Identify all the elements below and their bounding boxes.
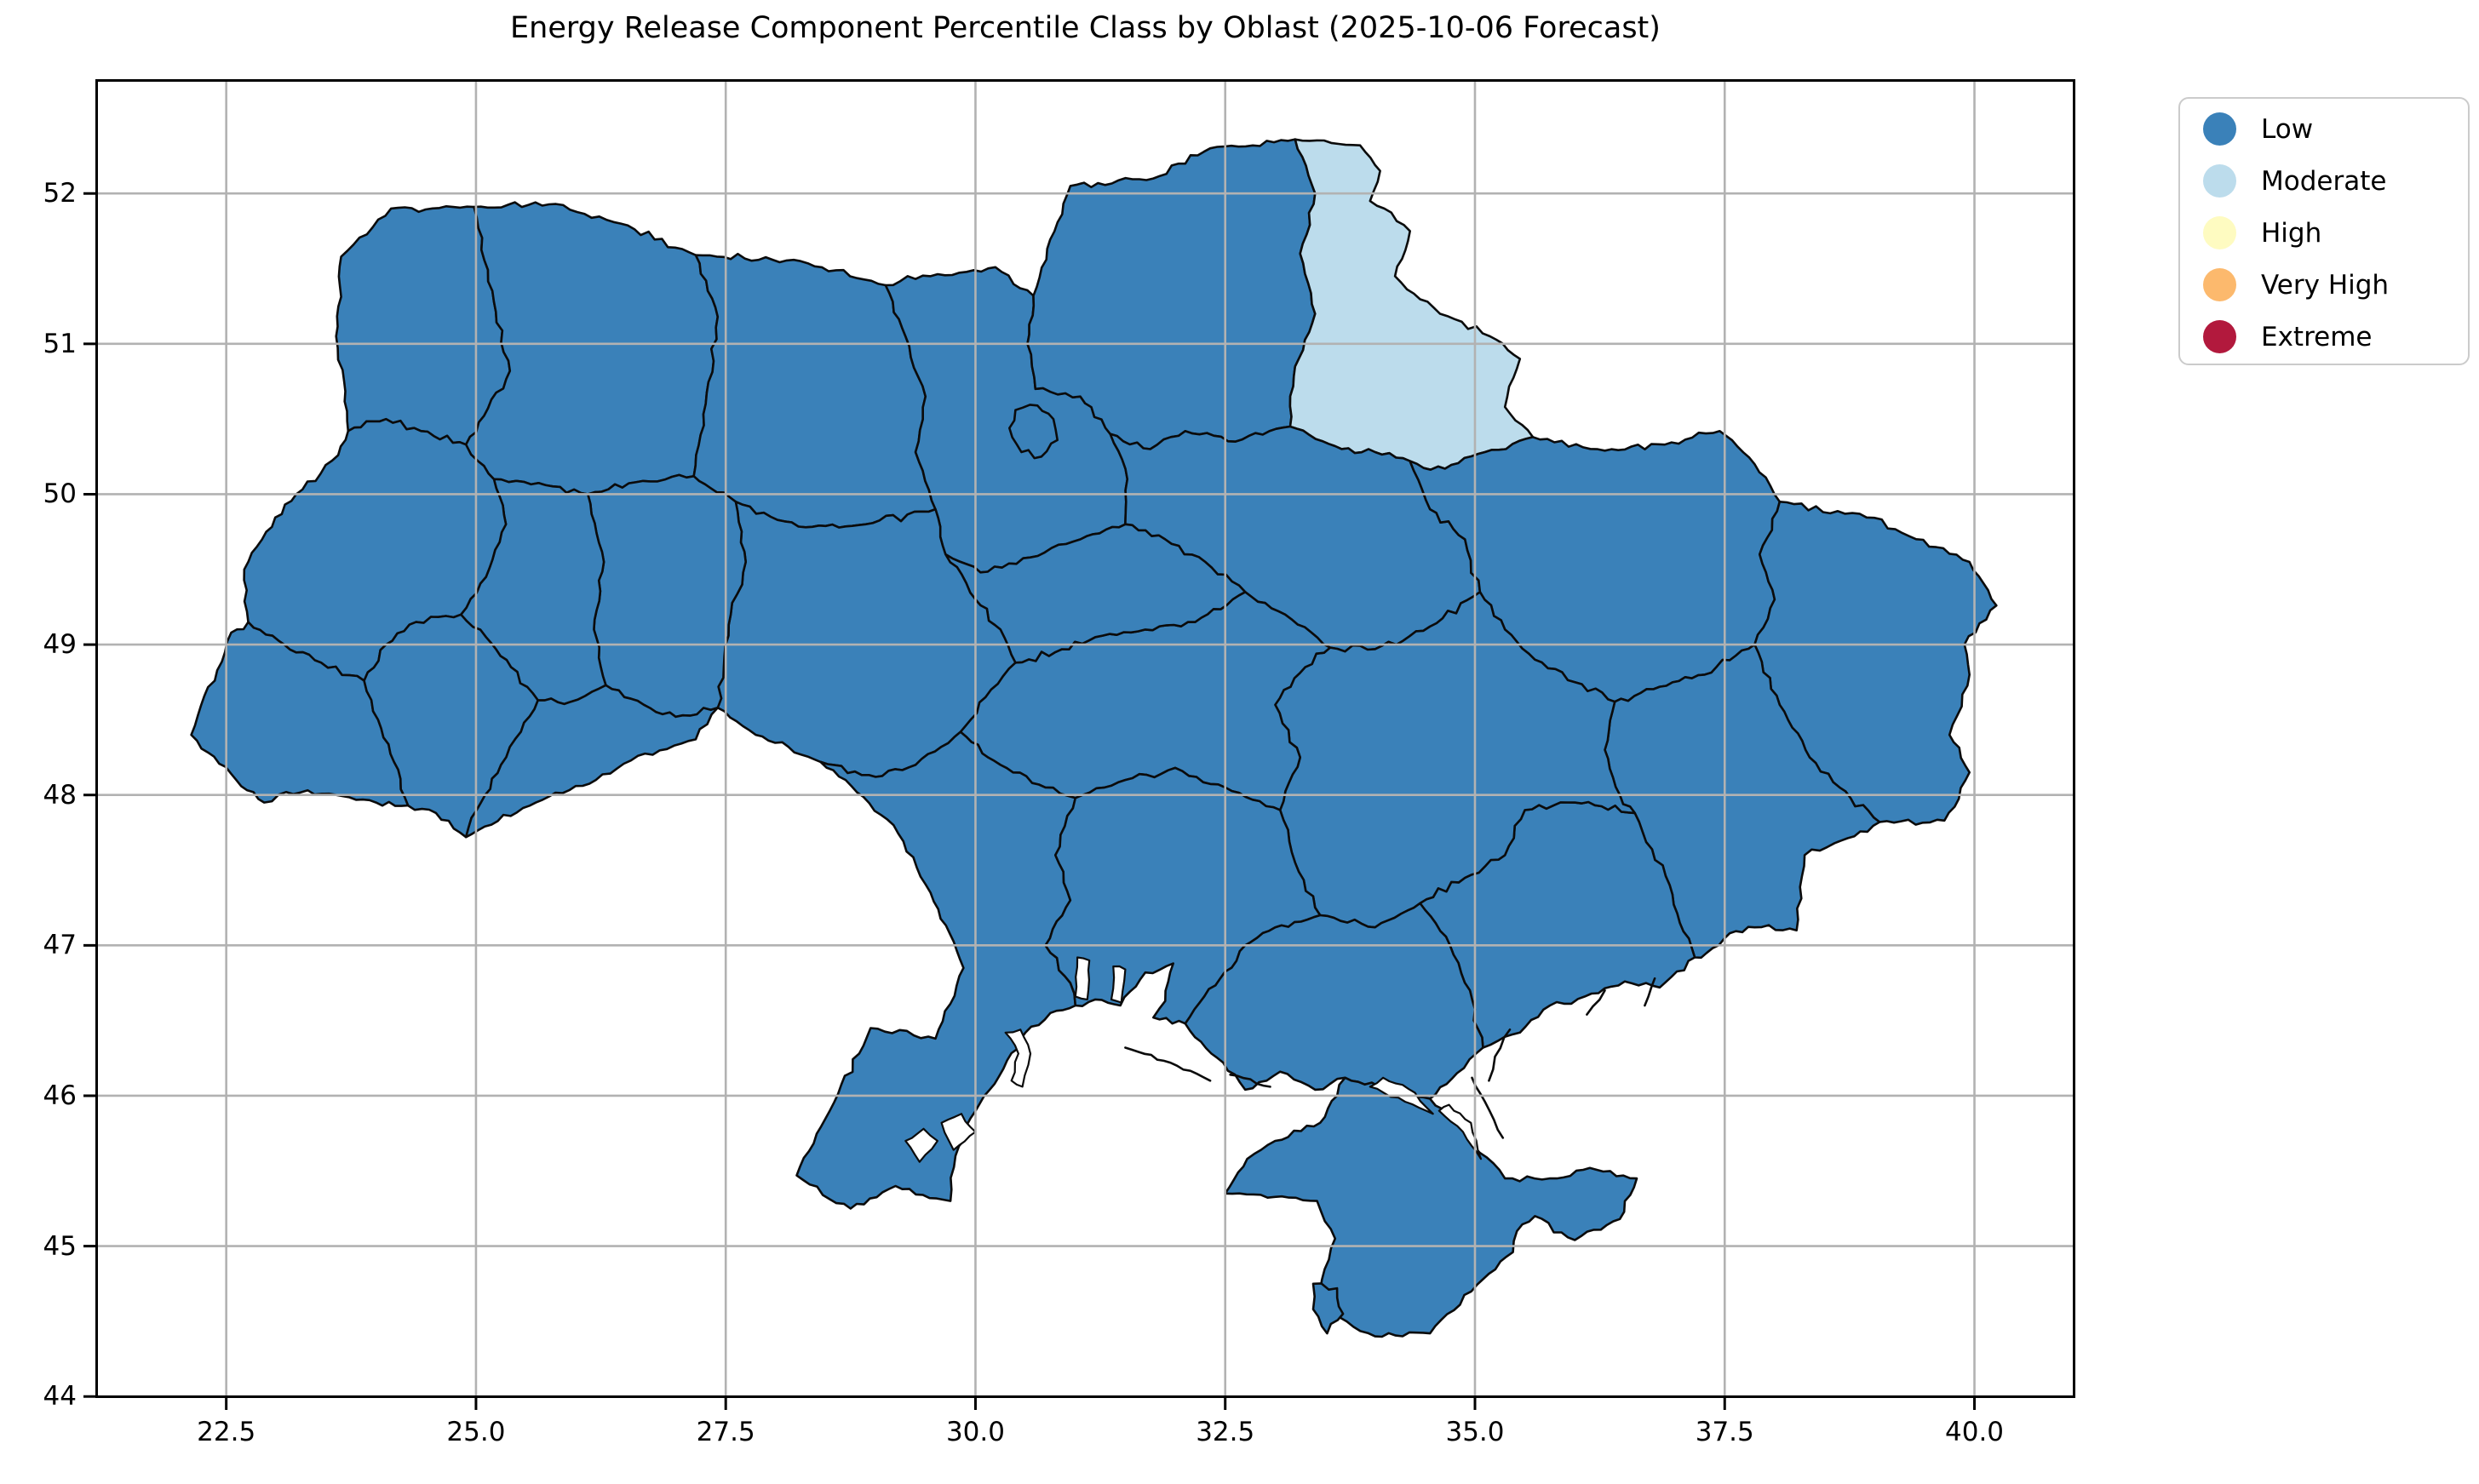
y-tick-label-48: 48 <box>43 779 77 811</box>
map-plot-area <box>83 79 2075 1410</box>
y-tick-label-44: 44 <box>43 1381 77 1412</box>
y-tick-label-51: 51 <box>43 328 77 359</box>
legend-marker-high-icon <box>2203 216 2236 249</box>
x-tick-label-37.5: 37.5 <box>1695 1417 1754 1447</box>
legend-label-low: Low <box>2261 113 2314 145</box>
y-tick-label-50: 50 <box>43 478 77 510</box>
water-features <box>904 956 1483 1163</box>
x-tick-label-25.0: 25.0 <box>446 1417 506 1447</box>
region-crimea <box>1224 1076 1638 1338</box>
legend-marker-low-icon <box>2203 112 2236 146</box>
region-chernivtsi <box>464 684 720 839</box>
legend-item-high: High <box>2203 207 2468 259</box>
tendra-spit <box>1124 1046 1212 1082</box>
region-sumy <box>1288 138 1535 471</box>
coastal-spits <box>1124 977 1656 1139</box>
legend-marker-moderate-icon <box>2203 164 2236 198</box>
x-tick-label-32.5: 32.5 <box>1196 1417 1255 1447</box>
dzharylhach-spit <box>1229 1074 1271 1088</box>
y-tick-label-46: 46 <box>43 1080 77 1111</box>
y-tick-label-47: 47 <box>43 930 77 961</box>
legend-item-moderate: Moderate <box>2203 155 2468 207</box>
dniester-liman <box>1004 1028 1032 1088</box>
region-khmelnytskyi <box>587 473 747 719</box>
page-title: Energy Release Component Percentile Clas… <box>510 11 1661 45</box>
tylihul-liman <box>1074 956 1091 1000</box>
legend-label-very-high: Very High <box>2261 269 2390 301</box>
region-rivne <box>464 201 720 496</box>
x-tick-label-40.0: 40.0 <box>1945 1417 2005 1447</box>
berdianska-spit <box>1644 977 1656 1007</box>
legend-marker-extreme-icon <box>2203 320 2236 353</box>
legend-label-high: High <box>2261 217 2322 249</box>
x-tick-label-30.0: 30.0 <box>945 1417 1005 1447</box>
x-tick-label-35.0: 35.0 <box>1445 1417 1505 1447</box>
legend-item-extreme: Extreme <box>2203 311 2468 363</box>
legend-label-extreme: Extreme <box>2261 321 2373 352</box>
legend-item-low: Low <box>2203 103 2468 155</box>
obytichna-spit <box>1586 989 1606 1016</box>
axes-frame <box>83 79 2075 1410</box>
legend-label-moderate: Moderate <box>2261 165 2387 197</box>
plot-spines <box>95 79 2075 1398</box>
y-tick-label-49: 49 <box>43 629 77 661</box>
ukraine-choropleth-map <box>83 79 2075 1410</box>
fedotova-spit <box>1488 1028 1512 1082</box>
sivash-east <box>1437 1103 1483 1160</box>
x-tick-label-27.5: 27.5 <box>696 1417 755 1447</box>
sasyk-lagoon <box>904 1127 938 1163</box>
region-kyiv-city <box>1008 404 1059 460</box>
berezan-liman <box>1110 965 1127 1004</box>
legend-marker-very-high-icon <box>2203 268 2236 301</box>
alibey-lagoon <box>940 1113 977 1151</box>
x-tick-label-22.5: 22.5 <box>197 1417 256 1447</box>
region-odesa <box>795 731 1077 1210</box>
y-tick-label-52: 52 <box>43 178 77 209</box>
arabat-spit <box>1471 1076 1505 1139</box>
region-donetsk <box>1604 643 1881 960</box>
region-cherkasy <box>944 523 1247 664</box>
region-sevastopol <box>1311 1282 1345 1335</box>
legend: Low Moderate High Very High Extreme <box>2178 97 2470 365</box>
grid-lines <box>95 79 2075 1398</box>
y-tick-label-45: 45 <box>43 1230 77 1262</box>
legend-item-very-high: Very High <box>2203 259 2468 311</box>
region-zakarpattia <box>190 621 410 807</box>
oblast-regions <box>190 138 1998 1338</box>
